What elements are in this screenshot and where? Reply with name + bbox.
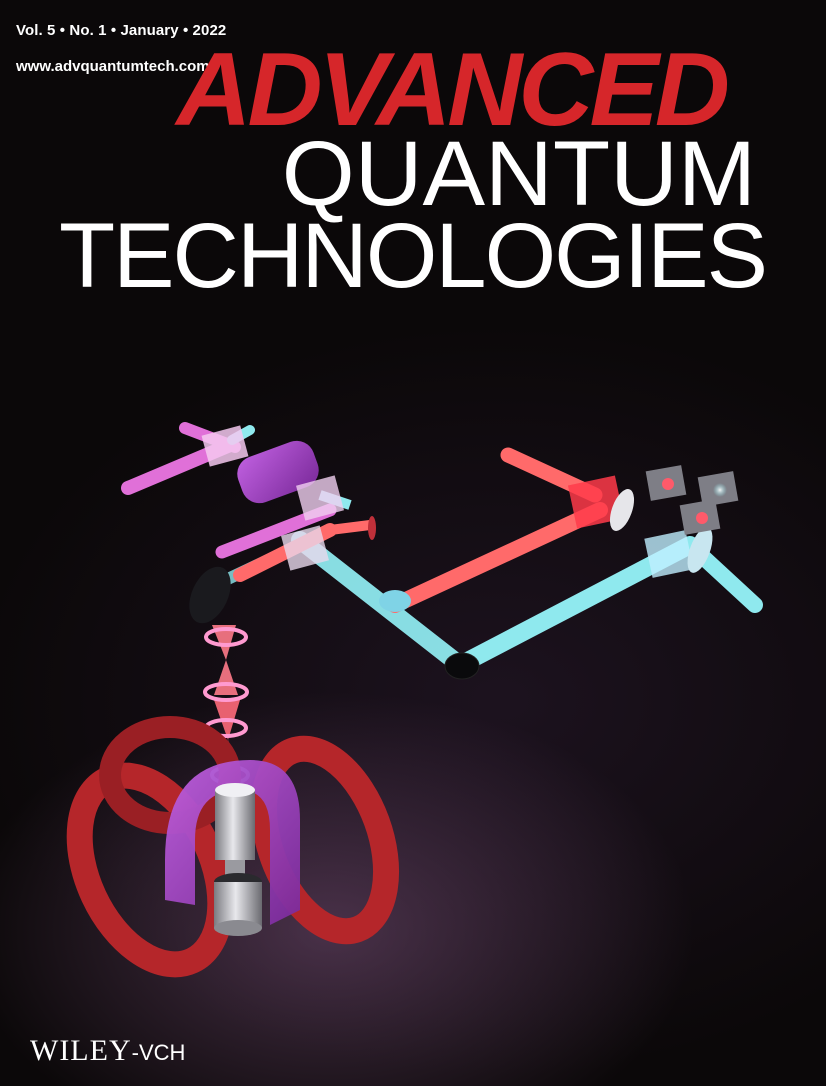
magnetic-trap: [66, 716, 400, 978]
publisher-name: WILEY: [30, 1034, 132, 1067]
publisher-suffix: -VCH: [131, 1040, 186, 1065]
publisher-logo: WILEY-VCH: [30, 1034, 185, 1068]
optical-components: [189, 425, 713, 680]
title-advanced: ADVANCED: [176, 32, 730, 148]
detectors: [645, 465, 739, 535]
website-url[interactable]: www.advquantumtech.com: [16, 58, 210, 75]
issue-info: Vol. 5 • No. 1 • January • 2022: [16, 22, 227, 39]
title-quantum: QUANTUM: [281, 123, 756, 225]
title-technologies: TECHNOLOGIES: [58, 205, 768, 307]
